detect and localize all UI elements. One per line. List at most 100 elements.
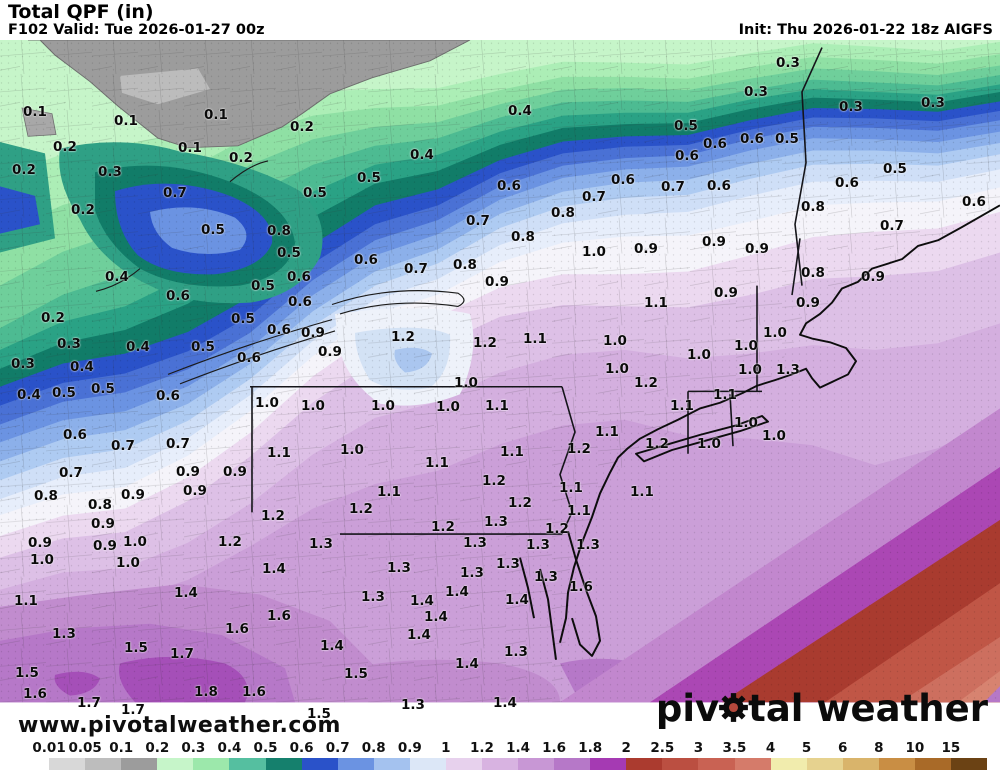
qpf-value-label: 1.7 — [121, 702, 145, 718]
qpf-value-label: 1.8 — [194, 684, 218, 700]
qpf-value-label: 1.0 — [762, 428, 786, 444]
qpf-value-label: 0.2 — [41, 310, 65, 326]
qpf-value-label: 1.0 — [697, 436, 721, 452]
qpf-value-label: 0.3 — [921, 95, 945, 111]
logo-text-right: tal weather — [748, 687, 988, 730]
qpf-value-label: 0.6 — [288, 294, 312, 310]
qpf-value-label: 1.4 — [410, 593, 434, 609]
qpf-value-label: 0.6 — [835, 175, 859, 191]
colorbar-cell — [49, 758, 86, 770]
qpf-value-label: 0.4 — [126, 339, 150, 355]
qpf-value-label: 0.8 — [88, 497, 112, 513]
qpf-value-label: 0.9 — [485, 274, 509, 290]
qpf-value-label: 0.9 — [176, 464, 200, 480]
colorbar-cell — [193, 758, 230, 770]
qpf-value-label: 0.3 — [776, 55, 800, 71]
map-canvas: 0.1 0.1 0.1 0.2 0.4 0.3 0.3 0.3 0.3 0.2 0.1 0.2 0.4 0… — [0, 40, 1000, 740]
qpf-value-label: 0.3 — [744, 84, 768, 100]
colorbar-cell — [951, 758, 988, 770]
qpf-value-label: 0.4 — [410, 147, 434, 163]
qpf-value-label: 0.9 — [183, 483, 207, 499]
qpf-value-label: 1.2 — [508, 495, 532, 511]
qpf-value-label: 0.3 — [839, 99, 863, 115]
qpf-value-label: 1.1 — [485, 398, 509, 414]
qpf-value-label: 1.1 — [425, 455, 449, 471]
qpf-value-label: 1.0 — [116, 555, 140, 571]
qpf-value-label: 0.9 — [702, 234, 726, 250]
qpf-value-label: 1.0 — [340, 442, 364, 458]
qpf-value-label: 1.0 — [454, 375, 478, 391]
qpf-value-label: 0.6 — [497, 178, 521, 194]
colorbar-cell — [337, 758, 374, 770]
colorbar-cell — [229, 758, 266, 770]
colorbar-tick: 6 — [838, 740, 848, 756]
qpf-value-label: 0.7 — [466, 213, 490, 229]
qpf-value-label: 0.8 — [801, 265, 825, 281]
qpf-value-label: 0.8 — [34, 488, 58, 504]
qpf-value-label: 0.9 — [91, 516, 115, 532]
qpf-value-label: 1.0 — [734, 338, 758, 354]
colorbar-tick: 1 — [441, 740, 451, 756]
qpf-value-label: 1.3 — [504, 644, 528, 660]
colorbar-tick: 0.01 — [32, 740, 66, 756]
qpf-value-label: 0.8 — [551, 205, 575, 221]
qpf-value-label: 1.3 — [401, 697, 425, 713]
qpf-value-label: 1.1 — [559, 480, 583, 496]
qpf-value-label: 1.2 — [634, 375, 658, 391]
colorbar-cell — [734, 758, 771, 770]
qpf-value-label: 0.9 — [28, 535, 52, 551]
qpf-value-label: 1.4 — [174, 585, 198, 601]
qpf-value-label: 1.3 — [52, 626, 76, 642]
qpf-value-label: 0.6 — [675, 148, 699, 164]
colorbar-tick: 2 — [621, 740, 631, 756]
qpf-value-label: 1.4 — [320, 638, 344, 654]
qpf-value-label: 0.4 — [70, 359, 94, 375]
qpf-value-label: 1.0 — [738, 362, 762, 378]
qpf-value-label: 1.4 — [262, 561, 286, 577]
colorbar-tick: 1.2 — [469, 740, 494, 756]
colorbar-tick: 0.1 — [109, 740, 134, 756]
qpf-value-label: 0.7 — [166, 436, 190, 452]
colorbar-tick: 0.9 — [397, 740, 422, 756]
qpf-value-label: 0.2 — [290, 119, 314, 135]
qpf-value-label: 1.3 — [496, 556, 520, 572]
qpf-value-label: 0.9 — [223, 464, 247, 480]
qpf-value-label: 1.3 — [534, 569, 558, 585]
colorbar-cell — [914, 758, 952, 770]
qpf-value-label: 1.1 — [713, 387, 737, 403]
qpf-value-label: 1.4 — [505, 592, 529, 608]
qpf-value-label: 1.4 — [455, 656, 479, 672]
colorbar-cell — [518, 758, 555, 770]
qpf-value-label: 1.0 — [734, 415, 758, 431]
qpf-value-label: 0.1 — [114, 113, 138, 129]
qpf-value-label: 1.5 — [15, 665, 39, 681]
qpf-value-label: 0.6 — [703, 136, 727, 152]
qpf-value-label: 0.5 — [52, 385, 76, 401]
colorbar-tick: 10 — [905, 740, 925, 756]
qpf-value-label: 1.0 — [123, 534, 147, 550]
qpf-value-label: 1.3 — [484, 514, 508, 530]
qpf-value-label: 0.4 — [105, 269, 129, 285]
qpf-value-label: 1.2 — [482, 473, 506, 489]
qpf-value-label: 0.9 — [714, 285, 738, 301]
qpf-contour-map — [0, 40, 1000, 703]
qpf-value-label: 0.1 — [204, 107, 228, 123]
colorbar-cell — [626, 758, 663, 770]
qpf-value-label: 0.6 — [354, 252, 378, 268]
colorbar-tick: 0.6 — [289, 740, 314, 756]
qpf-value-label: 0.5 — [674, 118, 698, 134]
colorbar-cell — [373, 758, 410, 770]
colorbar-cell — [698, 758, 735, 770]
qpf-value-label: 1.4 — [407, 627, 431, 643]
colorbar-tick: 1.8 — [578, 740, 603, 756]
qpf-value-label: 0.5 — [91, 381, 115, 397]
colorbar-cell — [770, 758, 807, 770]
qpf-value-label: 0.6 — [611, 172, 635, 188]
qpf-value-label: 0.2 — [71, 202, 95, 218]
colorbar: 0.01 0.05 0.1 0.2 0.3 0.4 0.5 0.6 0.7 0.8 0.9 1 1.2 1… — [0, 740, 1000, 772]
qpf-value-label: 1.0 — [605, 361, 629, 377]
qpf-value-label: 0.8 — [267, 223, 291, 239]
qpf-value-label: 0.3 — [11, 356, 35, 372]
qpf-value-label: 0.9 — [121, 487, 145, 503]
qpf-value-label: 1.0 — [582, 244, 606, 260]
